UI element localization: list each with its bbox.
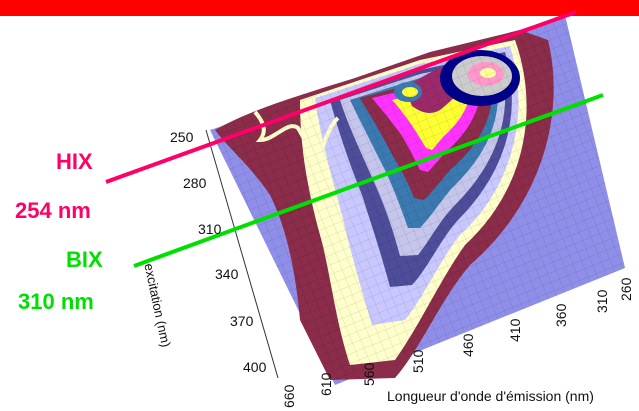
emission-tick: 510 (410, 350, 426, 373)
excitation-tick: 340 (215, 266, 238, 282)
emission-tick: 360 (553, 304, 569, 327)
excitation-tick: 250 (170, 129, 193, 145)
emission-tick: 660 (281, 385, 297, 408)
excitation-tick: 280 (183, 175, 206, 191)
emission-tick: 260 (618, 278, 634, 301)
hix-label: HIX (56, 150, 93, 174)
bix-label: BIX (66, 248, 103, 272)
emission-axis-title: Longueur d'onde d'émission (nm) (387, 388, 594, 404)
emission-tick: 460 (460, 334, 476, 357)
emission-tick: 560 (361, 363, 377, 386)
bix-wavelength: 310 nm (18, 290, 94, 314)
emission-tick: 610 (318, 373, 334, 396)
emission-tick: 310 (594, 290, 610, 313)
hix-wavelength: 254 nm (15, 199, 91, 223)
excitation-tick: 400 (243, 359, 266, 375)
excitation-tick: 370 (230, 313, 253, 329)
emission-tick: 410 (507, 319, 523, 342)
excitation-tick: 310 (198, 221, 221, 237)
